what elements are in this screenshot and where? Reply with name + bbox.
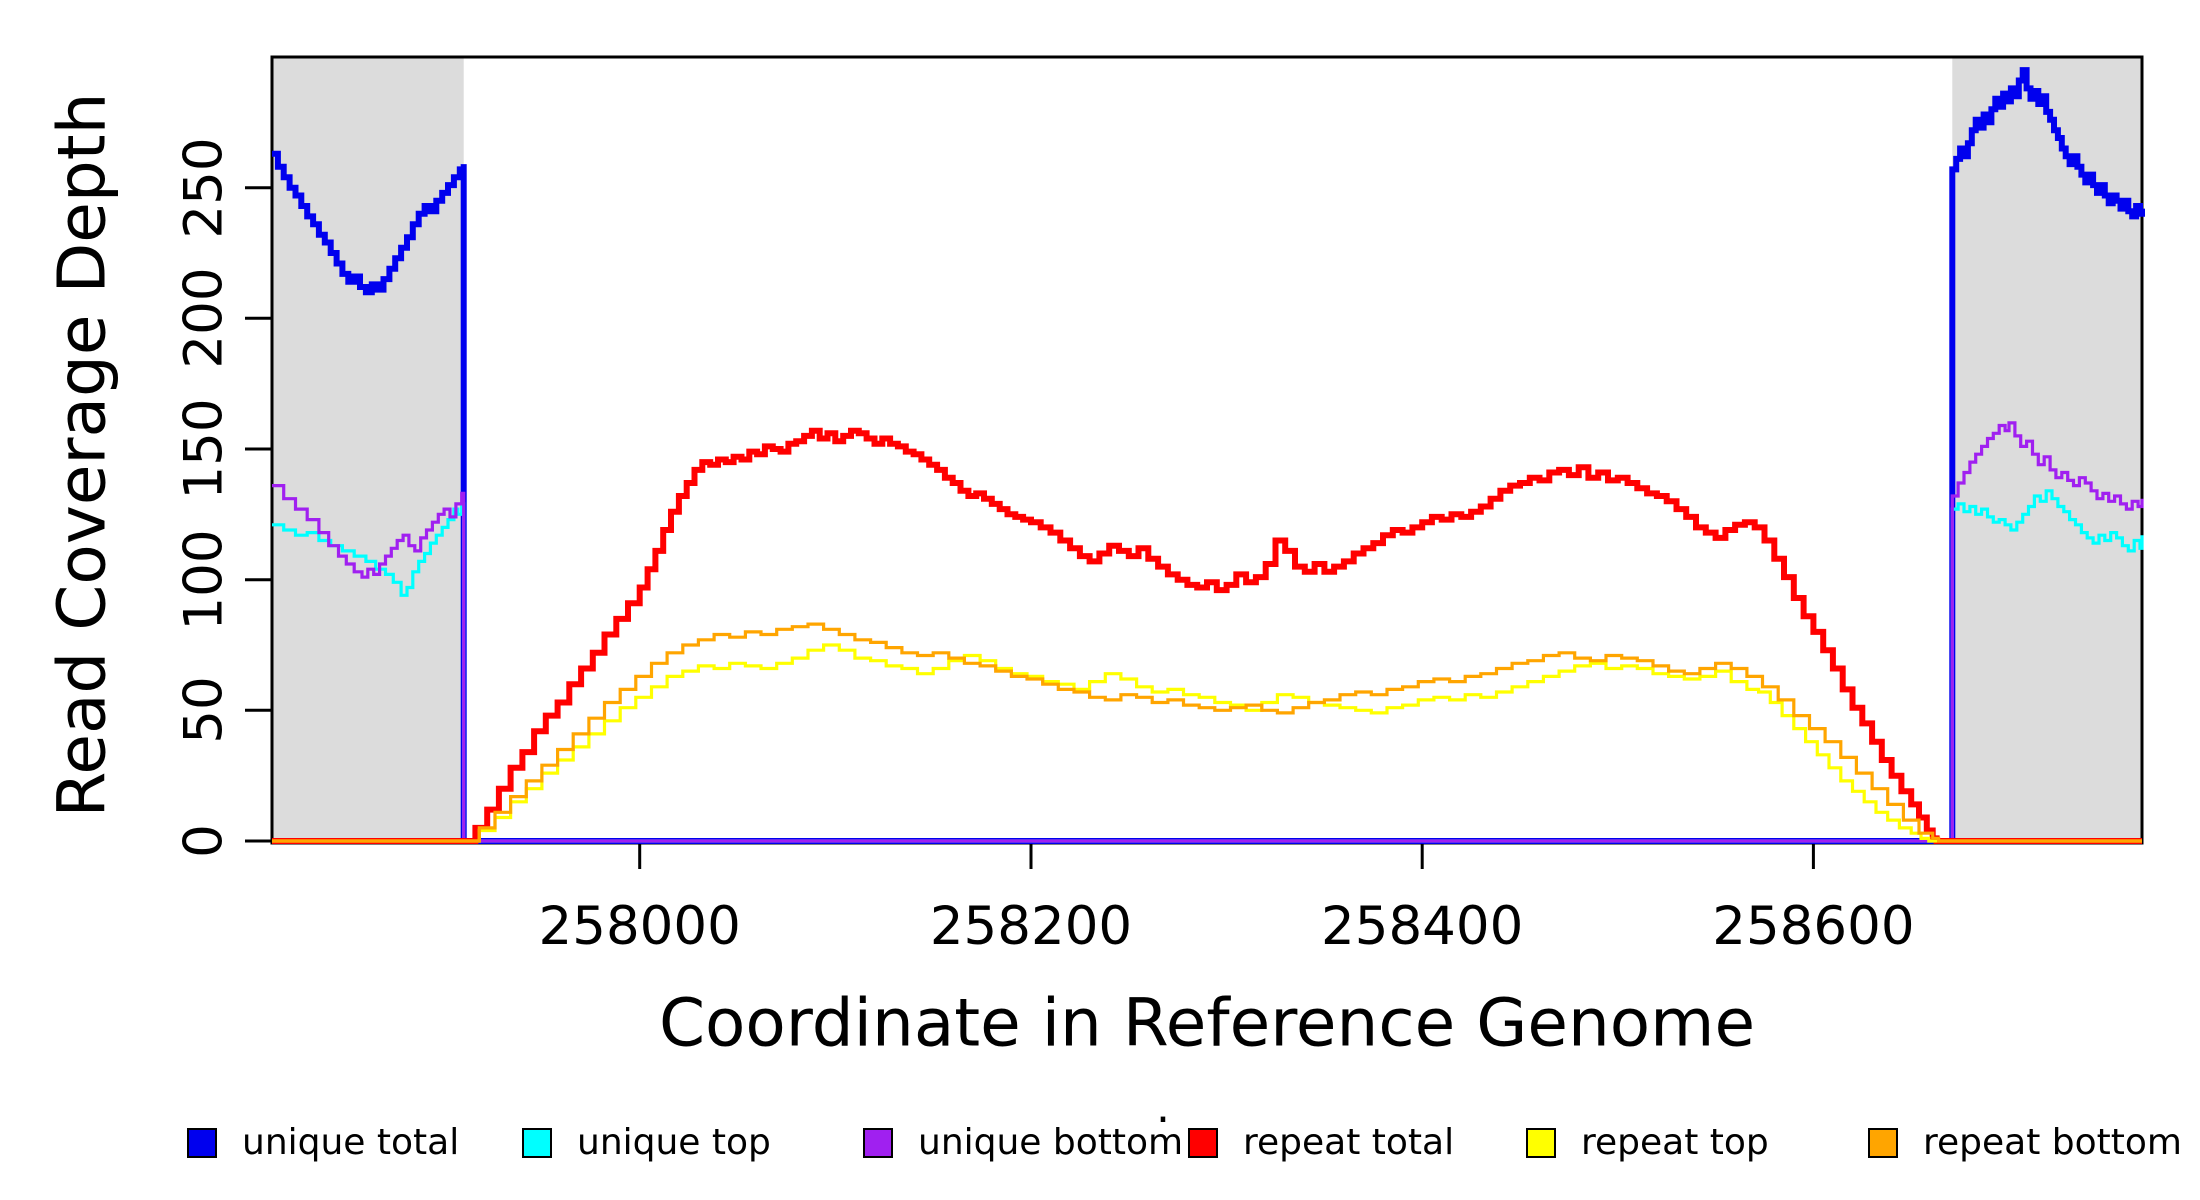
series-repeat-total — [272, 427, 2142, 844]
legend-item-repeat-total: repeat total — [1188, 1122, 1454, 1163]
series-unique-total — [272, 67, 2145, 844]
series-repeat-bottom — [272, 622, 2142, 843]
repeat-top-swatch-icon — [1526, 1127, 1556, 1158]
series-unique-bottom — [272, 421, 2144, 843]
legend-item-unique-top: unique top — [522, 1122, 771, 1163]
legend-label: repeat top — [1581, 1122, 1769, 1163]
legend-label: repeat bottom — [1923, 1122, 2182, 1163]
stray-dot-mark: . — [1156, 1082, 1170, 1133]
series-repeat-top — [272, 643, 2142, 843]
x-tick-label: 258200 — [929, 896, 1133, 957]
y-tick-label: 250 — [173, 137, 235, 239]
y-axis-title: Read Coverage Depth — [43, 92, 121, 818]
y-tick-label: 0 — [173, 824, 235, 858]
y-tick-label: 150 — [173, 398, 235, 500]
x-tick-label: 258600 — [1712, 896, 1915, 957]
unique-top-swatch-icon — [522, 1127, 552, 1158]
y-tick-label: 200 — [173, 267, 235, 369]
series-unique-top — [272, 489, 2144, 843]
legend-item-repeat-top: repeat top — [1526, 1122, 1769, 1163]
repeat-total-swatch-icon — [1188, 1127, 1218, 1158]
legend-label: repeat total — [1243, 1122, 1455, 1163]
y-tick-label: 100 — [173, 529, 235, 631]
repeat-region-shade — [1952, 57, 2142, 843]
legend-label: unique total — [242, 1122, 460, 1163]
x-tick-label: 258400 — [1321, 896, 1524, 957]
legend-item-unique-bottom: unique bottom — [863, 1122, 1183, 1163]
unique-bottom-swatch-icon — [863, 1127, 893, 1158]
unique-total-swatch-icon — [187, 1127, 217, 1158]
legend-item-repeat-bottom: repeat bottom — [1868, 1122, 2182, 1163]
x-axis-title: Coordinate in Reference Genome — [658, 984, 1756, 1062]
legend-item-unique-total: unique total — [187, 1122, 459, 1163]
x-tick-label: 258000 — [538, 896, 741, 957]
y-tick-label: 50 — [173, 676, 235, 745]
repeat-bottom-swatch-icon — [1868, 1127, 1898, 1158]
legend-label: unique bottom — [918, 1122, 1184, 1163]
legend-label: unique top — [577, 1122, 771, 1163]
repeat-region-shade — [272, 57, 464, 843]
